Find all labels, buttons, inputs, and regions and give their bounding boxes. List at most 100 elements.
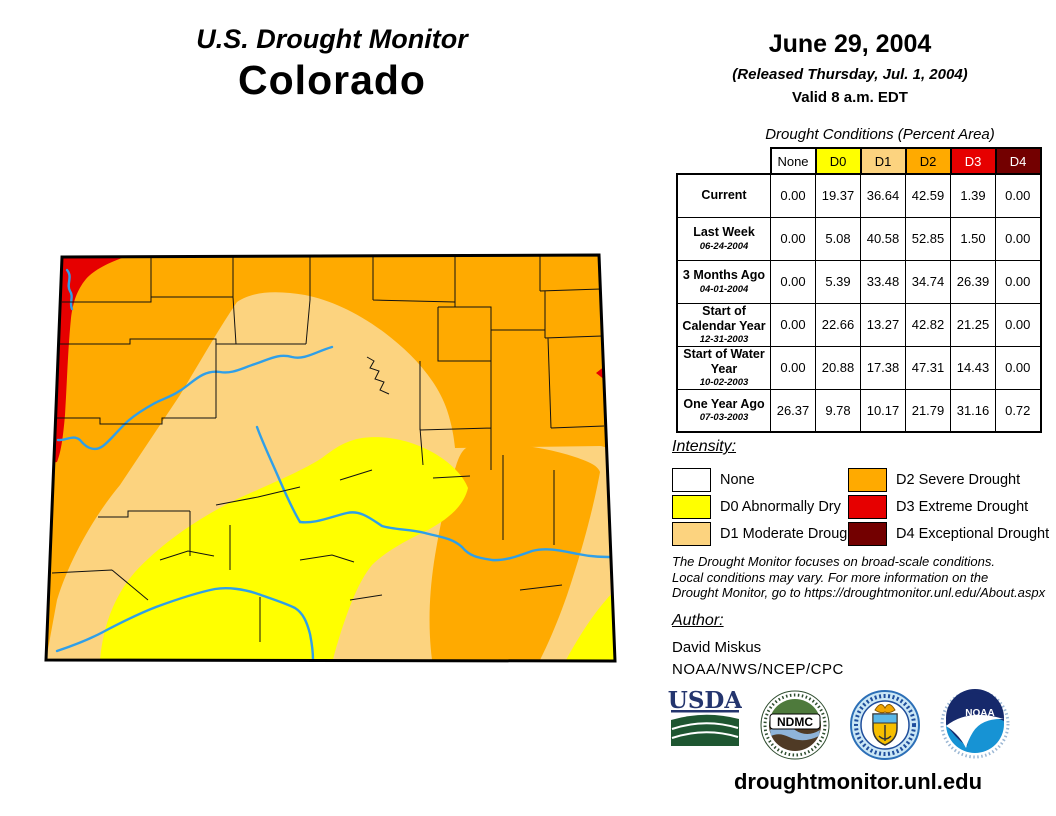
author-block: Author: David Miskus NOAA/NWS/NCEP/CPC bbox=[672, 612, 844, 678]
value-cell: 0.72 bbox=[995, 388, 1041, 433]
river-arkansas-headwater bbox=[255, 425, 302, 524]
author-name: David Miskus bbox=[672, 639, 762, 656]
noaa-logo-text: NOAA bbox=[965, 708, 994, 719]
value-cell: 0.00 bbox=[995, 345, 1041, 390]
region-d3-west bbox=[46, 255, 130, 465]
value-cell: 17.38 bbox=[860, 345, 906, 390]
value-cell: 26.39 bbox=[950, 259, 996, 304]
row-date: 06-24-2004 bbox=[699, 240, 749, 252]
legend-swatch-d0 bbox=[672, 494, 711, 519]
value-cell: 5.39 bbox=[815, 259, 861, 304]
value-cell: 34.74 bbox=[905, 259, 951, 304]
col-header-d2: D2 bbox=[904, 147, 952, 175]
value-cell: 0.00 bbox=[770, 216, 816, 261]
row-label: One Year Ago bbox=[683, 397, 765, 412]
value-cell: 19.37 bbox=[815, 173, 861, 218]
value-cell: 40.58 bbox=[860, 216, 906, 261]
table-row: 3 Months Ago 04-01-2004 0.00 5.39 33.48 … bbox=[676, 259, 1041, 304]
value-cell: 0.00 bbox=[995, 173, 1041, 218]
col-header-d3: D3 bbox=[949, 147, 997, 175]
table-row: Current 0.00 19.37 36.64 42.59 1.39 0.00 bbox=[676, 173, 1041, 218]
author-org: NOAA/NWS/NCEP/CPC bbox=[672, 661, 844, 678]
region-d0-main bbox=[100, 437, 468, 660]
value-cell: 52.85 bbox=[905, 216, 951, 261]
table-row: Start of Water Year 10-02-2003 0.00 20.8… bbox=[676, 345, 1041, 390]
row-date: 10-02-2003 bbox=[699, 376, 749, 388]
noaa-seagull bbox=[946, 714, 1004, 748]
value-cell: 1.39 bbox=[950, 173, 996, 218]
table-caption: Drought Conditions (Percent Area) bbox=[765, 126, 995, 143]
value-cell: 21.79 bbox=[905, 388, 951, 433]
ndmc-river-band bbox=[770, 726, 820, 741]
value-cell: 47.31 bbox=[905, 345, 951, 390]
value-cell: 9.78 bbox=[815, 388, 861, 433]
value-cell: 14.43 bbox=[950, 345, 996, 390]
value-cell: 0.00 bbox=[770, 259, 816, 304]
value-cell: 10.17 bbox=[860, 388, 906, 433]
valid-time: Valid 8 a.m. EDT bbox=[792, 89, 908, 106]
usda-field-shape bbox=[671, 714, 739, 746]
region-d2-south-blob bbox=[429, 444, 600, 660]
row-date: 07-03-2003 bbox=[699, 412, 749, 424]
state-name-title: Colorado bbox=[238, 57, 426, 103]
col-header-none: None bbox=[769, 147, 817, 175]
author-heading: Author: bbox=[672, 612, 724, 629]
value-cell: 0.00 bbox=[995, 302, 1041, 347]
row-label: Start of Water Year bbox=[683, 347, 765, 376]
disclaimer-text: The Drought Monitor focuses on broad-sca… bbox=[672, 554, 1046, 600]
value-cell: 20.88 bbox=[815, 345, 861, 390]
value-cell: 13.27 bbox=[860, 302, 906, 347]
value-cell: 26.37 bbox=[770, 388, 816, 433]
title-block: U.S. Drought Monitor Colorado bbox=[0, 24, 664, 104]
commerce-text-ring bbox=[854, 694, 916, 756]
legend-swatch-none bbox=[672, 467, 711, 492]
value-cell: 42.59 bbox=[905, 173, 951, 218]
col-header-d1: D1 bbox=[859, 147, 907, 175]
row-label: Start of Calendar Year bbox=[682, 304, 766, 333]
county-lines bbox=[47, 256, 605, 642]
usda-logo: USDA bbox=[668, 688, 742, 746]
drought-conditions-table: None D0 D1 D2 D3 D4 Current 0.00 19.37 3… bbox=[676, 147, 1042, 433]
table-corner-cell bbox=[677, 148, 771, 174]
row-header: Last Week 06-24-2004 bbox=[676, 216, 771, 261]
commerce-seal-logo bbox=[850, 690, 920, 760]
value-cell: 22.66 bbox=[815, 302, 861, 347]
river-arkansas bbox=[298, 511, 615, 562]
table-row: Last Week 06-24-2004 0.00 5.08 40.58 52.… bbox=[676, 216, 1041, 261]
row-label: Current bbox=[701, 188, 747, 203]
intensity-legend: Intensity: None D0 Abnormally Dry D1 Mod… bbox=[672, 438, 1056, 546]
row-header: 3 Months Ago 04-01-2004 bbox=[676, 259, 771, 304]
value-cell: 0.00 bbox=[770, 302, 816, 347]
value-cell: 33.48 bbox=[860, 259, 906, 304]
ndmc-logo: NDMC bbox=[760, 690, 830, 760]
river-northwest bbox=[65, 268, 74, 311]
legend-swatch-d3 bbox=[848, 494, 887, 519]
legend-item-d0: D0 Abnormally Dry bbox=[672, 493, 859, 520]
row-label: 3 Months Ago bbox=[682, 268, 766, 283]
legend-heading: Intensity: bbox=[672, 438, 737, 455]
legend-item-d1: D1 Moderate Drought bbox=[672, 520, 859, 547]
release-block: June 29, 2004 (Released Thursday, Jul. 1… bbox=[652, 30, 1048, 106]
value-cell: 1.50 bbox=[950, 216, 996, 261]
row-header: Current bbox=[676, 173, 771, 218]
row-header: Start of Water Year 10-02-2003 bbox=[676, 345, 771, 390]
released-date: (Released Thursday, Jul. 1, 2004) bbox=[732, 66, 968, 83]
river-rio-grande bbox=[55, 587, 315, 661]
footer-url: droughtmonitor.unl.edu bbox=[733, 769, 983, 794]
commerce-eagle bbox=[874, 704, 896, 714]
colorado-map-svg bbox=[44, 253, 617, 663]
row-date: 04-01-2004 bbox=[699, 283, 749, 295]
legend-item-d3: D3 Extreme Drought bbox=[848, 493, 1049, 520]
commerce-anchor bbox=[878, 725, 892, 741]
value-cell: 0.00 bbox=[995, 216, 1041, 261]
row-date: 12-31-2003 bbox=[699, 333, 749, 345]
noaa-text-ring bbox=[940, 689, 1010, 759]
value-cell: 21.25 bbox=[950, 302, 996, 347]
col-header-d4: D4 bbox=[994, 147, 1042, 175]
legend-item-none: None bbox=[672, 466, 859, 493]
colorado-drought-map bbox=[0, 245, 660, 675]
value-cell: 0.00 bbox=[995, 259, 1041, 304]
row-header: Start of Calendar Year 12-31-2003 bbox=[676, 302, 771, 347]
ndmc-text-ring bbox=[763, 693, 827, 757]
table-row: Start of Calendar Year 12-31-2003 0.00 2… bbox=[676, 302, 1041, 347]
